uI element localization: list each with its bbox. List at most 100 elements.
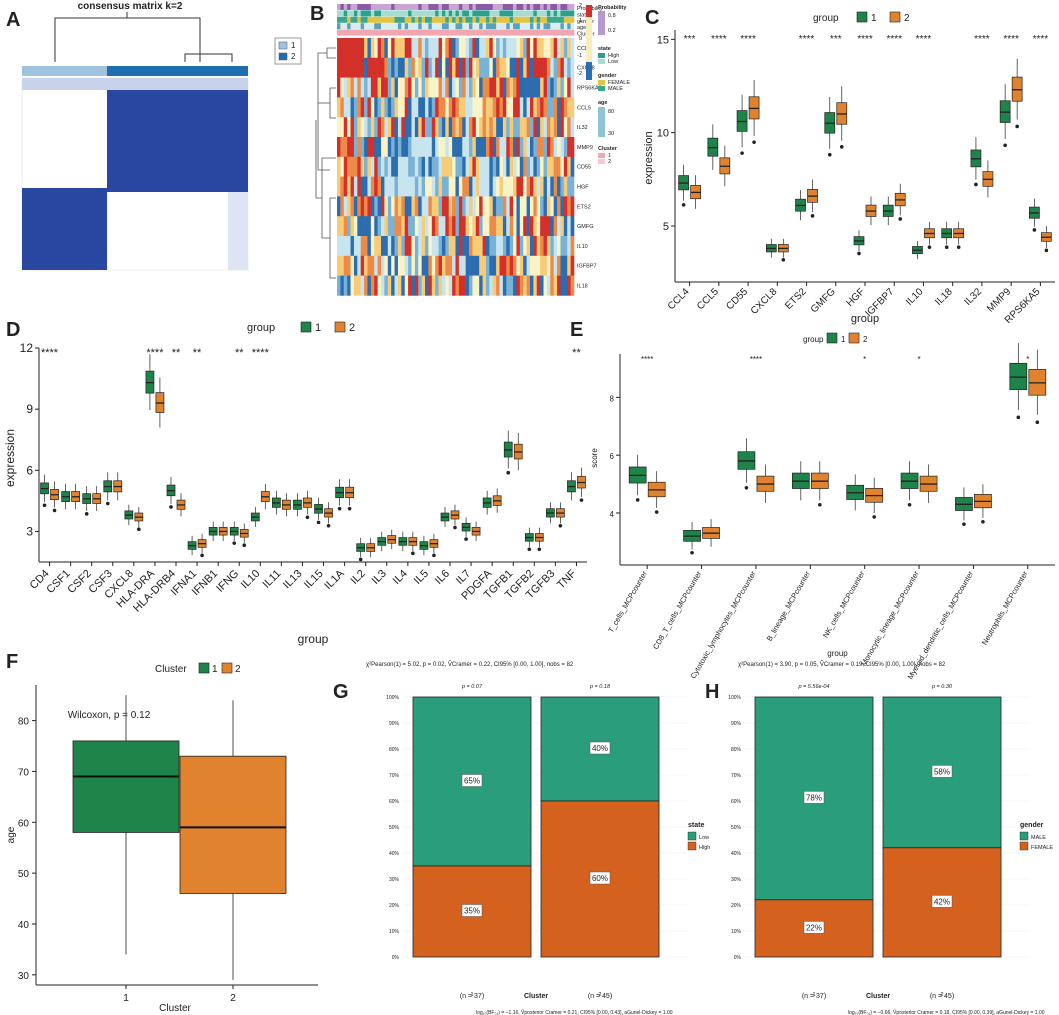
annotation-cell — [391, 10, 395, 17]
heatmap-cell — [421, 97, 426, 118]
heatmap-cell — [567, 236, 571, 257]
heatmap-cell — [387, 57, 392, 78]
annotation-cell — [516, 29, 521, 36]
heatmap-cell — [445, 176, 450, 197]
percent-label: 58% — [934, 767, 950, 776]
x-axis-label: group — [298, 632, 329, 646]
heatmap-cell — [546, 117, 551, 138]
annotation-cell — [479, 23, 483, 30]
legend-title-cluster: Cluster — [598, 146, 618, 152]
heatmap-cell — [452, 57, 456, 78]
annotation-cell — [387, 10, 392, 17]
significance-mark: **** — [857, 34, 873, 45]
heatmap-cell — [462, 97, 466, 118]
annotation-cell — [364, 4, 368, 10]
heatmap-cell — [553, 38, 558, 59]
heatmap-cell — [570, 216, 575, 237]
heatmap-cell — [421, 38, 426, 59]
annotation-cell — [374, 23, 378, 30]
outlier-point — [898, 217, 903, 221]
heatmap-cell — [387, 216, 392, 237]
annotation-cell — [563, 23, 568, 30]
legend-label-female: FEMALE — [608, 80, 630, 86]
heatmap-cell — [496, 38, 500, 59]
heatmap-cell — [438, 216, 443, 237]
heatmap-cell — [428, 275, 433, 296]
annotation-cell — [526, 16, 531, 23]
annotation-cell — [560, 23, 565, 30]
heatmap-cell — [397, 117, 402, 138]
heatmap-cell — [496, 275, 500, 296]
heatmap-cell — [506, 77, 510, 98]
percent-label-box — [461, 774, 483, 787]
heatmap-cell — [519, 196, 524, 217]
p-value-label: p = 5.56e-04 — [797, 684, 829, 690]
legend-swatch-1 — [278, 41, 288, 50]
annotation-cell — [465, 29, 470, 36]
heatmap-cell — [563, 275, 568, 296]
annotation-cell — [428, 10, 433, 17]
panel-label-C: C — [645, 7, 659, 29]
heatmap-cell — [441, 275, 446, 296]
heatmap-cell — [411, 117, 416, 138]
outlier-point — [872, 515, 876, 519]
heatmap-cell — [455, 137, 460, 158]
x-tick-label: MMP9 — [985, 286, 1014, 315]
heatmap-cell — [425, 156, 429, 177]
heatmap-cell — [519, 137, 524, 158]
outlier-point — [52, 508, 57, 513]
heatmap-cell — [516, 236, 521, 257]
heatmap-cell — [489, 38, 494, 59]
annotation-cell — [523, 29, 527, 36]
annotation-cell — [485, 10, 490, 17]
heatmap-cell — [540, 255, 544, 276]
heatmap-cell — [506, 137, 510, 158]
x-tick-label: IL10 — [904, 286, 926, 308]
heatmap-cell — [340, 156, 345, 177]
annotation-cell — [513, 29, 517, 36]
heatmap-cell — [340, 196, 345, 217]
age-tick: 80 — [608, 109, 614, 115]
heatmap-cell — [394, 137, 399, 158]
heatmap-cell — [374, 275, 378, 296]
heatmap-cell — [540, 196, 544, 217]
heatmap-cell — [563, 236, 568, 257]
annotation-cell — [445, 4, 450, 10]
annotation-cell — [340, 16, 345, 23]
heatmap-cell — [364, 137, 368, 158]
y-axis-label: expression — [3, 429, 17, 487]
annotation-cell — [391, 29, 395, 36]
legend-label-female: FEMALE — [1031, 845, 1053, 851]
heatmap-cell — [428, 196, 433, 217]
heatmap-cell — [469, 255, 473, 276]
heatmap-cell — [431, 236, 436, 257]
heatmap-cell — [499, 216, 504, 237]
gene-label: HGF — [577, 185, 589, 191]
heatmap-cell — [428, 176, 433, 197]
heatmap-cell — [340, 236, 345, 257]
annotation-cell — [502, 10, 507, 17]
x-tick-label: IL10 — [239, 568, 263, 592]
heatmap-cell — [350, 275, 355, 296]
annotation-cell — [340, 4, 345, 10]
heatmap-cell — [347, 156, 351, 177]
annotation-cell — [418, 16, 422, 23]
heatmap-cell — [540, 216, 544, 237]
x-tick-label: NK_cells_MCPcounter — [821, 569, 867, 639]
annotation-cell — [364, 29, 368, 36]
heatmap-cell — [370, 196, 375, 217]
legend-label-high: High — [699, 845, 710, 851]
annotation-cell — [357, 16, 361, 23]
annotation-cell — [425, 29, 429, 36]
box-cluster-2 — [179, 755, 287, 894]
heatmap-cell — [469, 176, 473, 197]
outlier-point — [316, 520, 321, 525]
heatmap-cell — [404, 117, 409, 138]
heatmap-cell — [469, 275, 473, 296]
annotation-cell — [506, 29, 510, 36]
heatmap-cell — [465, 156, 470, 177]
heatmap-cell — [421, 77, 426, 98]
annotation-cell — [529, 10, 534, 17]
heatmap-cell — [533, 137, 538, 158]
heatmap-cell — [455, 77, 460, 98]
